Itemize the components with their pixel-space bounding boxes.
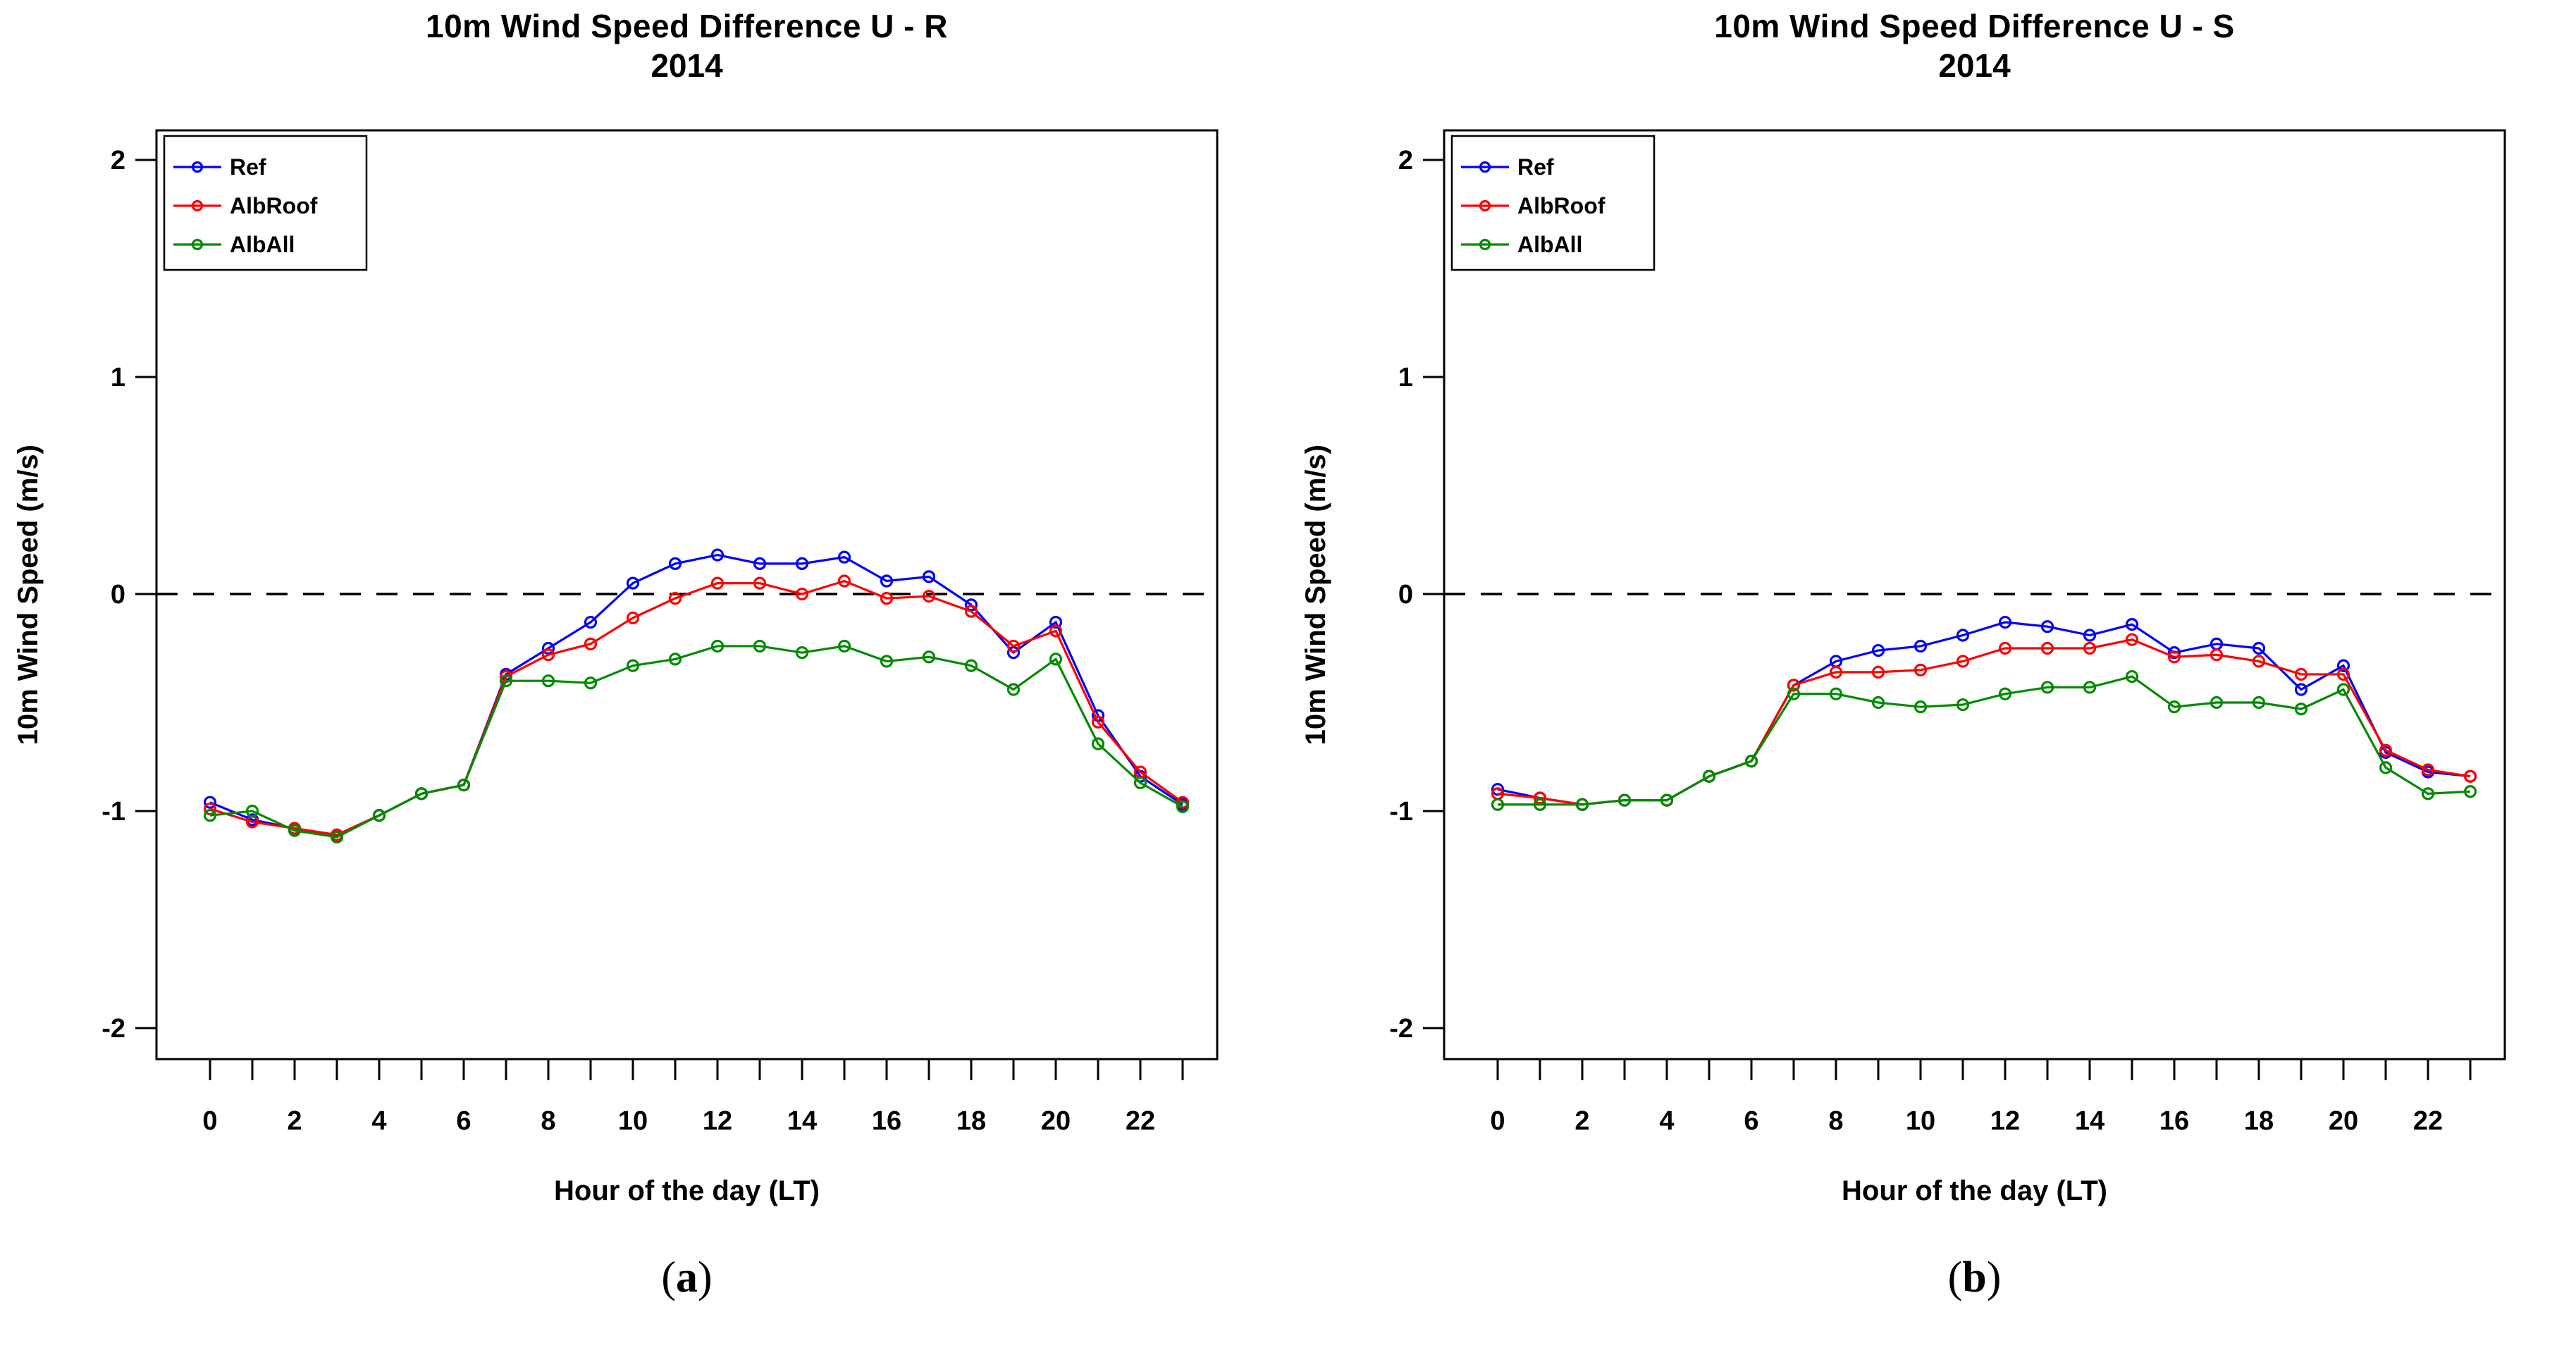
series-alball xyxy=(203,639,1190,844)
x-tick-label: 6 xyxy=(1744,1106,1758,1136)
x-axis-label-a: Hour of the day (LT) xyxy=(554,1175,820,1206)
chart-canvas-b: 210-1-20 2 4 6 8 10 12 14 16 18 20 22RefAlbRoofAlbA… xyxy=(1389,129,2506,1136)
legend-label-alball: AlbAll xyxy=(1517,232,1582,257)
caption-b-letter: b xyxy=(1962,1254,1987,1301)
caption-b-open: ( xyxy=(1947,1254,1963,1301)
y-tick-label: -1 xyxy=(101,797,125,827)
x-tick-label: 20 xyxy=(1041,1106,1071,1136)
x-tick-label: 6 xyxy=(456,1106,471,1136)
x-tick-label: 12 xyxy=(1990,1106,2020,1136)
series-albroof xyxy=(203,574,1190,841)
legend-label-albroof: AlbRoof xyxy=(1517,193,1606,218)
x-tick-label: 16 xyxy=(872,1106,901,1136)
legend-label-albroof: AlbRoof xyxy=(230,193,318,218)
y-tick-label: 1 xyxy=(111,363,125,392)
y-tick-label: 0 xyxy=(111,580,125,610)
x-tick-label: 14 xyxy=(787,1106,817,1136)
caption-a: (a) xyxy=(156,1253,1217,1303)
chart-title-b: 10m Wind Speed Difference U - S xyxy=(1714,8,2235,44)
y-axis-label-a: 10m Wind Speed (m/s) xyxy=(12,444,44,746)
panel-b: 2 1 0 -1 -2 0 2 4 6 8 10 12 14 16 18 20 22 Ref AlbRoof AlbA… xyxy=(1288,0,2575,1348)
legend-box xyxy=(1450,135,1656,271)
y-axis-label-b: 10m Wind Speed (m/s) xyxy=(1300,444,1331,746)
x-tick-label: 22 xyxy=(1126,1106,1155,1136)
legend-box xyxy=(163,135,368,271)
x-tick-label: 14 xyxy=(2075,1106,2104,1136)
panel-a: 2 1 0 -1 -2 0 2 4 6 8 10 12 14 16 18 20 22 Ref AlbRoof AlbA… xyxy=(12,8,1219,1303)
series-alball xyxy=(1491,669,2477,811)
x-tick-label: 4 xyxy=(1659,1106,1674,1136)
caption-a-open: ( xyxy=(661,1254,676,1301)
x-axis: 0 2 4 6 8 10 12 14 16 18 20 22 xyxy=(1490,1059,2472,1136)
x-tick-label: 10 xyxy=(1906,1106,1935,1136)
y-axis: 2 1 0 -1 -2 xyxy=(101,146,156,1044)
legend: Ref AlbRoof AlbAll xyxy=(163,135,368,271)
y-tick-label: 2 xyxy=(1398,146,1413,175)
y-tick-label: -2 xyxy=(1389,1014,1413,1044)
y-tick-label: -2 xyxy=(101,1014,125,1044)
legend-label-alball: AlbAll xyxy=(230,232,295,257)
y-tick-label: 2 xyxy=(111,146,125,175)
series-ref xyxy=(1491,615,2477,811)
caption-a-close: ) xyxy=(698,1254,713,1301)
series-albroof xyxy=(1491,633,2477,811)
y-tick-label: 0 xyxy=(1398,580,1413,610)
x-tick-label: 2 xyxy=(287,1106,302,1136)
y-axis: 2 1 0 -1 -2 xyxy=(1389,146,1444,1044)
x-axis-label-b: Hour of the day (LT) xyxy=(1842,1175,2107,1206)
x-axis: 0 2 4 6 8 10 12 14 16 18 20 22 xyxy=(202,1059,1184,1136)
x-tick-label: 20 xyxy=(2329,1106,2358,1136)
chart-title-a: 10m Wind Speed Difference U - R xyxy=(425,8,948,44)
x-tick-label: 10 xyxy=(618,1106,648,1136)
x-tick-label: 8 xyxy=(541,1106,555,1136)
caption-b-close: ) xyxy=(1986,1254,2002,1301)
x-tick-label: 16 xyxy=(2159,1106,2189,1136)
x-tick-label: 4 xyxy=(371,1106,386,1136)
x-tick-label: 22 xyxy=(2413,1106,2443,1136)
legend: Ref AlbRoof AlbAll xyxy=(1450,135,1656,271)
caption-b: (b) xyxy=(1444,1253,2505,1303)
chart-subtitle-b: 2014 xyxy=(1938,47,2011,84)
caption-a-letter: a xyxy=(676,1254,698,1301)
x-tick-label: 12 xyxy=(703,1106,732,1136)
legend-label-ref: Ref xyxy=(1517,154,1554,180)
chart-subtitle-a: 2014 xyxy=(651,47,723,84)
x-tick-label: 18 xyxy=(956,1106,986,1136)
x-tick-label: 0 xyxy=(1490,1106,1505,1136)
y-tick-label: 1 xyxy=(1398,363,1413,392)
chart-canvas-a: 210-1-20 2 4 6 8 10 12 14 16 18 20 22RefAlbRoofAlbA… xyxy=(101,129,1219,1136)
x-tick-label: 18 xyxy=(2244,1106,2274,1136)
x-tick-label: 0 xyxy=(202,1106,217,1136)
y-tick-label: -1 xyxy=(1389,797,1413,827)
legend-label-ref: Ref xyxy=(230,154,266,180)
x-tick-label: 2 xyxy=(1574,1106,1589,1136)
x-tick-label: 8 xyxy=(1828,1106,1843,1136)
